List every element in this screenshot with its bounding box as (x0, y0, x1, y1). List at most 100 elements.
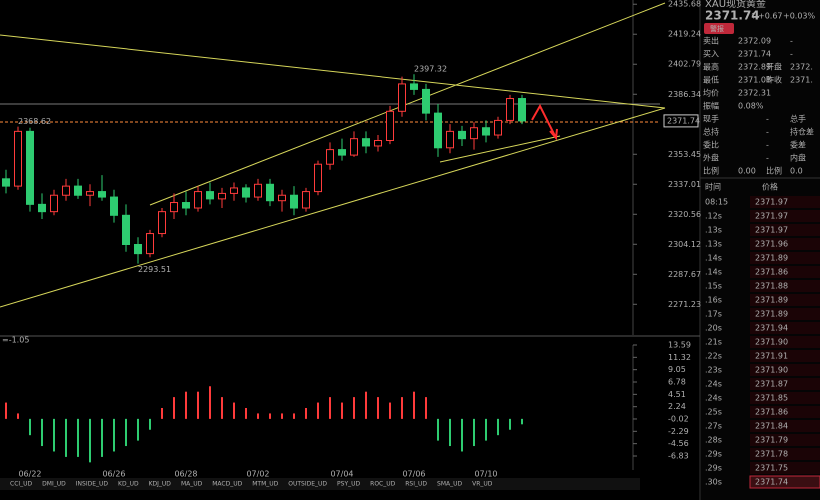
quote-cell: 持仓差 (790, 127, 814, 137)
alert-label[interactable]: 警报 (710, 24, 724, 33)
tick-price: 2371.86 (755, 408, 788, 417)
indicator-tab[interactable]: KDJ_UD (149, 481, 172, 488)
tick-row-bg (750, 336, 820, 348)
candle-body (446, 130, 454, 149)
macd-bar (269, 413, 271, 419)
candle-body (482, 127, 490, 136)
x-tick-label: 06/22 (18, 470, 41, 479)
macd-bar (245, 407, 247, 419)
x-tick-label: 07/06 (402, 470, 425, 479)
quote-cell: 委比 (703, 140, 719, 150)
macd-bar (389, 402, 391, 419)
indicator-tab[interactable]: MACD_UD (212, 481, 242, 488)
quote-cell: 2372.09 (738, 37, 771, 46)
macd-bar (413, 391, 415, 419)
macd-bar (341, 402, 343, 419)
candle-body (62, 185, 70, 196)
candle-body (254, 183, 262, 198)
price-annotation: 2293.51 (138, 265, 171, 274)
candle-body (338, 149, 346, 156)
trend-line (149, 2, 666, 206)
macd-bar (281, 413, 283, 419)
quote-cell: 昨收 (766, 75, 782, 85)
y-tick-label: 11.32 (668, 353, 691, 362)
candle-body (266, 183, 274, 202)
quote-cell: 买入 (703, 50, 719, 59)
macd-bar (485, 418, 487, 441)
indicator-tab[interactable]: KD_UD (118, 481, 139, 488)
tick-row-bg (750, 350, 820, 362)
candle-body (218, 192, 226, 200)
x-tick-label: 07/02 (246, 470, 269, 479)
tick-row-bg (750, 378, 820, 390)
macd-bar (509, 418, 511, 430)
candle-body (230, 187, 238, 194)
macd-bar (101, 418, 103, 457)
macd-bar (437, 418, 439, 441)
candle-body (98, 191, 106, 198)
trend-line (439, 135, 561, 163)
macd-bar (221, 397, 223, 419)
indicator-tab[interactable]: MA_UD (181, 481, 203, 488)
candle-body (458, 130, 466, 140)
indicator-tab[interactable]: MTM_UD (252, 481, 278, 488)
candle-body (350, 138, 358, 156)
y-tick-label: 2386.34 (668, 90, 701, 99)
candle-body (518, 98, 526, 122)
indicator-tab[interactable]: VR_UD (472, 481, 493, 488)
tick-time: .14s (705, 254, 722, 263)
indicator-tab[interactable]: DMI_UD (42, 481, 66, 488)
candle-body (26, 130, 34, 205)
candle-body (146, 233, 154, 255)
indicator-tab[interactable]: INSIDE_UD (76, 481, 109, 488)
y-tick-label: 2271.23 (668, 300, 701, 309)
tick-price: 2371.96 (755, 240, 788, 249)
macd-bar (125, 418, 127, 447)
y-tick-label: 2337.01 (668, 180, 701, 189)
indicator-tab[interactable]: CCI_UD (10, 481, 33, 488)
candle-body (278, 194, 286, 202)
y-tick-label: 2419.24 (668, 30, 701, 39)
price-annotation: 2397.32 (414, 65, 447, 74)
quote-cell: 卖出 (703, 36, 719, 46)
indicator-tab[interactable]: PSY_UD (337, 481, 360, 488)
y-tick-label: 2287.67 (668, 270, 701, 279)
quote-cell: 0.00 (738, 167, 756, 176)
tick-row-bg (750, 308, 820, 320)
indicator-tab[interactable]: RSI_UD (405, 481, 427, 488)
macd-bar (461, 418, 463, 452)
tick-time: .24s (705, 394, 722, 403)
y-tick-label: -6.83 (668, 451, 689, 460)
quote-cell: 委差 (790, 140, 806, 150)
quote-cell: 2372.31 (738, 89, 771, 98)
macd-bar (449, 418, 451, 447)
tick-time: .23s (705, 366, 722, 375)
macd-bar (353, 397, 355, 419)
candle-body (506, 98, 514, 121)
indicator-tab[interactable]: OUTSIDE_UD (288, 481, 327, 488)
quote-cell: 开盘 (766, 62, 782, 72)
y-tick-label: 2320.56 (668, 210, 701, 219)
quote-cell: - (790, 50, 793, 59)
quote-cell: 总手 (790, 114, 806, 124)
tick-row-bg (750, 238, 820, 250)
candle-body (494, 119, 502, 136)
macd-bar (41, 418, 43, 447)
y-tick-label: 2353.45 (668, 150, 701, 159)
tick-row-bg (750, 210, 820, 222)
macd-bar (425, 397, 427, 419)
candle-body (290, 194, 298, 209)
quote-cell: 最低 (703, 75, 719, 85)
tab-bar-bg (0, 478, 640, 490)
tick-row-bg (750, 266, 820, 278)
tick-price: 2371.79 (755, 436, 788, 445)
macd-bar (401, 397, 403, 419)
indicator-label: =-1.05 (2, 336, 29, 345)
tick-time: .14s (705, 268, 722, 277)
indicator-tab[interactable]: ROC_UD (370, 481, 395, 488)
trend-line (0, 107, 666, 308)
indicator-tab[interactable]: SMA_UD (437, 481, 462, 488)
tick-time: .24s (705, 380, 722, 389)
alert-button[interactable] (704, 23, 734, 34)
tick-row-bg (750, 322, 820, 334)
